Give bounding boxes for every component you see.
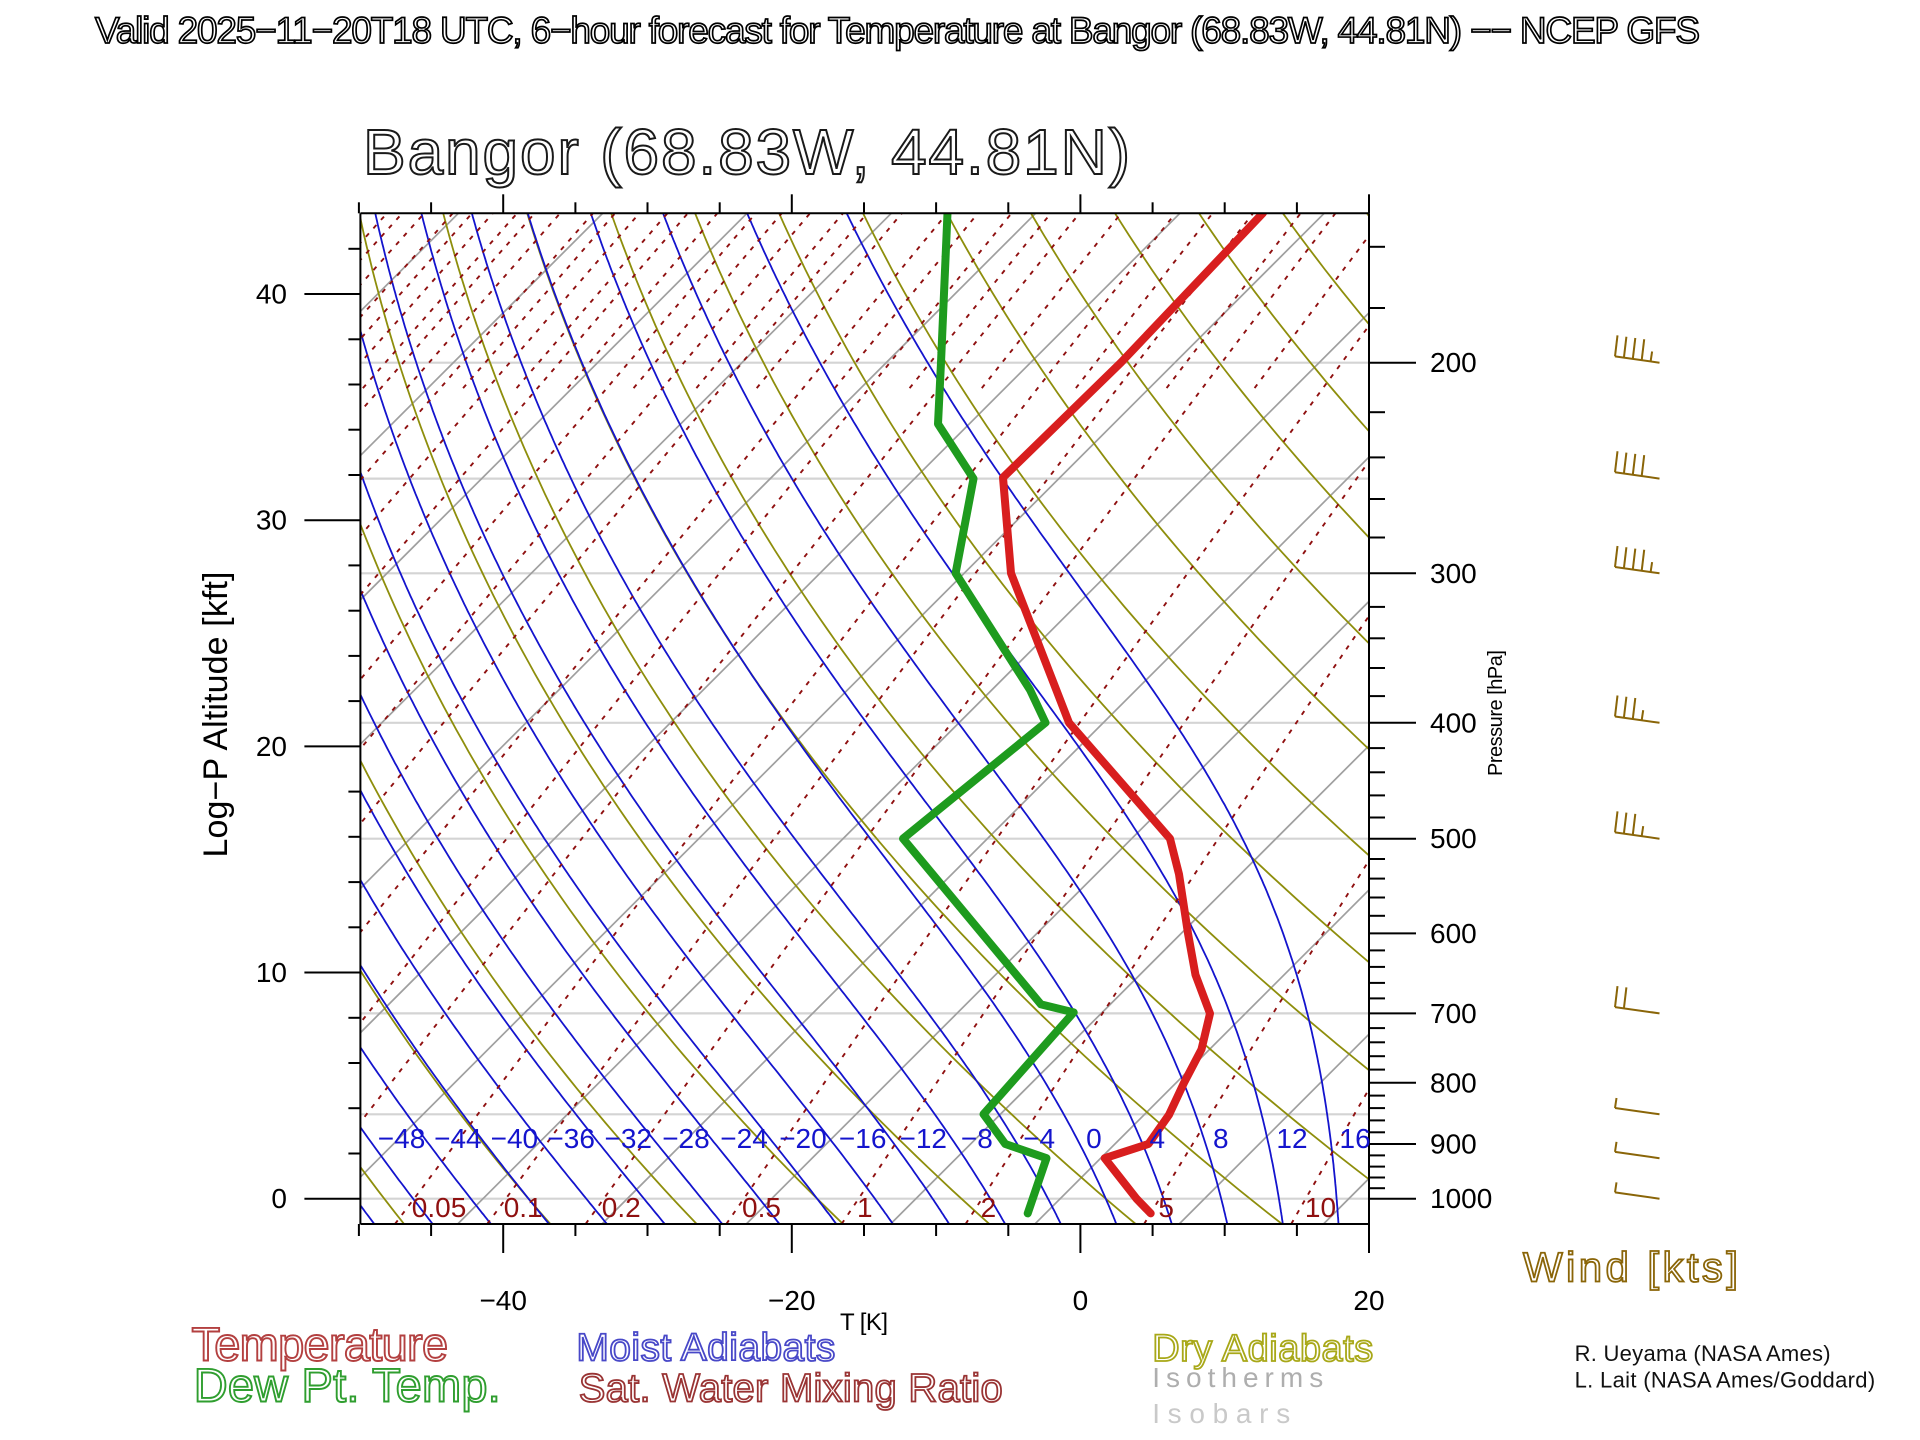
- svg-text:400: 400: [1430, 707, 1477, 738]
- svg-text:5: 5: [1158, 1192, 1174, 1223]
- svg-text:−44: −44: [434, 1123, 482, 1154]
- svg-text:−4: −4: [1023, 1123, 1055, 1154]
- svg-text:10: 10: [256, 957, 287, 988]
- svg-text:−48: −48: [378, 1123, 426, 1154]
- svg-text:T [K]: T [K]: [840, 1309, 888, 1336]
- svg-text:−20: −20: [779, 1123, 827, 1154]
- svg-text:300: 300: [1430, 558, 1477, 589]
- svg-text:Moist Adiabats: Moist Adiabats: [576, 1327, 835, 1370]
- svg-text:−40: −40: [491, 1123, 538, 1154]
- svg-text:40: 40: [256, 279, 287, 310]
- svg-text:900: 900: [1430, 1129, 1477, 1160]
- svg-text:20: 20: [256, 731, 287, 762]
- svg-text:600: 600: [1430, 918, 1477, 949]
- svg-text:700: 700: [1430, 998, 1477, 1029]
- svg-text:0.5: 0.5: [742, 1192, 781, 1223]
- svg-text:800: 800: [1430, 1067, 1477, 1098]
- svg-text:Temperature: Temperature: [192, 1318, 449, 1371]
- svg-text:200: 200: [1430, 347, 1477, 378]
- svg-text:1: 1: [857, 1192, 873, 1223]
- svg-text:0: 0: [271, 1183, 287, 1214]
- svg-text:Bangor (68.83W, 44.81N): Bangor (68.83W, 44.81N): [363, 116, 1130, 188]
- svg-text:R. Ueyama (NASA Ames): R. Ueyama (NASA Ames): [1575, 1341, 1831, 1366]
- svg-text:−40: −40: [479, 1285, 527, 1316]
- svg-text:−8: −8: [961, 1123, 993, 1154]
- svg-text:0.2: 0.2: [602, 1192, 641, 1223]
- svg-text:Valid 2025−11−20T18 UTC, 6−hou: Valid 2025−11−20T18 UTC, 6−hour forecast…: [95, 10, 1700, 51]
- svg-text:0: 0: [1073, 1285, 1089, 1316]
- svg-text:−24: −24: [720, 1123, 768, 1154]
- svg-text:Pressure [hPa]: Pressure [hPa]: [1485, 650, 1507, 776]
- svg-text:8: 8: [1213, 1123, 1229, 1154]
- svg-text:30: 30: [256, 505, 287, 536]
- svg-text:Sat. Water Mixing Ratio: Sat. Water Mixing Ratio: [579, 1367, 1003, 1411]
- svg-text:Log−P Altitude [kft]: Log−P Altitude [kft]: [197, 572, 235, 858]
- svg-text:0.1: 0.1: [504, 1192, 543, 1223]
- svg-text:−36: −36: [547, 1123, 595, 1154]
- svg-text:1000: 1000: [1430, 1183, 1492, 1214]
- svg-text:L. Lait (NASA Ames/Goddard): L. Lait (NASA Ames/Goddard): [1575, 1367, 1876, 1392]
- svg-text:12: 12: [1276, 1123, 1307, 1154]
- svg-text:−28: −28: [662, 1123, 710, 1154]
- svg-text:−20: −20: [768, 1285, 816, 1316]
- svg-text:10: 10: [1305, 1192, 1336, 1223]
- svg-text:Dew Pt. Temp.: Dew Pt. Temp.: [194, 1359, 501, 1412]
- svg-text:0: 0: [1086, 1123, 1102, 1154]
- svg-text:Dry Adiabats: Dry Adiabats: [1152, 1328, 1373, 1370]
- svg-text:−16: −16: [839, 1123, 887, 1154]
- svg-text:0.05: 0.05: [412, 1192, 467, 1223]
- svg-text:20: 20: [1353, 1285, 1384, 1316]
- svg-text:16: 16: [1340, 1123, 1371, 1154]
- svg-text:4: 4: [1150, 1123, 1166, 1154]
- svg-text:−32: −32: [605, 1123, 653, 1154]
- svg-text:500: 500: [1430, 823, 1477, 854]
- svg-text:Isobars: Isobars: [1152, 1398, 1290, 1429]
- svg-text:−12: −12: [900, 1123, 948, 1154]
- svg-text:2: 2: [981, 1192, 997, 1223]
